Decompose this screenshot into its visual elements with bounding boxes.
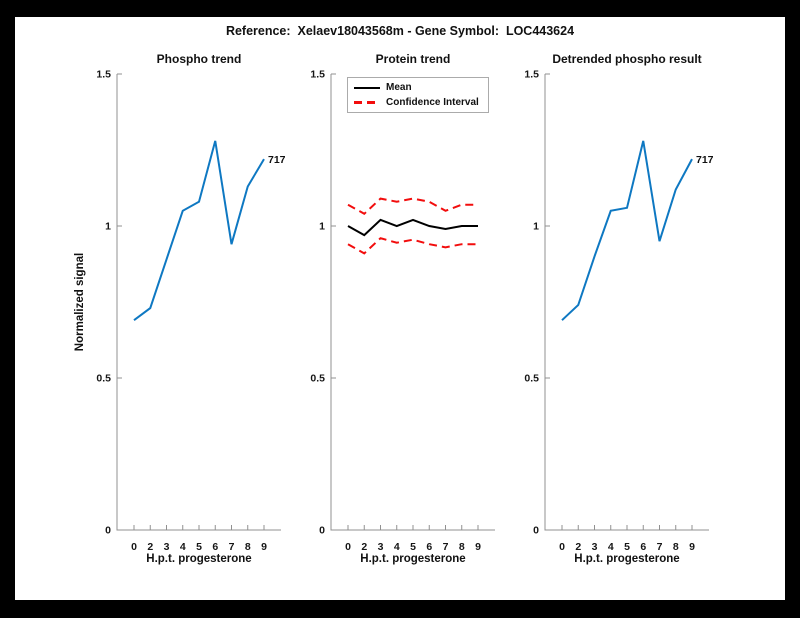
x-tick-label: 9 [689, 541, 695, 553]
series-confidence-interval-lower [347, 237, 478, 255]
subplot-protein-trend: Protein trend 0 2 3 4 5 6 7 8 9 0 0.5 1 1.5 Mean Con… [291, 44, 501, 594]
subplot-title: Phospho trend [156, 52, 242, 66]
y-tick-label: 0.5 [524, 373, 539, 385]
series-phospho-717 [133, 140, 265, 322]
x-tick-label: 3 [378, 541, 384, 553]
subplot-phospho-trend: Phospho trend 0 2 3 4 5 6 7 8 9 0 0.5 1 1.5 717 H.p.… [77, 44, 287, 594]
y-tick-label: 1 [105, 221, 111, 233]
x-tick-label: 8 [673, 541, 679, 553]
x-tick-label: 8 [459, 541, 465, 553]
axes-spines [116, 74, 281, 531]
x-tick-label: 7 [443, 541, 449, 553]
x-tick-label: 7 [229, 541, 235, 553]
y-tick-label: 1.5 [96, 69, 111, 81]
series-end-label: 717 [268, 154, 286, 166]
y-tick-label: 0 [533, 525, 539, 537]
x-tick-label: 4 [394, 541, 400, 553]
axes-spines [544, 74, 709, 531]
series-confidence-interval-upper [347, 197, 478, 216]
x-tick-label: 2 [361, 541, 367, 553]
confidence-interval-line-swatch [354, 101, 380, 104]
y-tick-label: 0.5 [96, 373, 111, 385]
subplot-detrended-phospho: Detrended phospho result 0 2 3 4 5 6 7 8 9 0 0.5 1 1… [505, 44, 715, 594]
x-axis-label: H.p.t. progesterone [360, 553, 466, 565]
y-tick-label: 1.5 [524, 69, 539, 81]
x-tick-label: 3 [592, 541, 598, 553]
legend-item-mean: Mean [348, 82, 488, 94]
x-tick-label: 5 [624, 541, 630, 553]
x-tick-label: 6 [426, 541, 432, 553]
detrended-phospho-plot: 0 2 3 4 5 6 7 8 900.511.5 [524, 69, 709, 553]
x-tick-label: 0 [345, 541, 351, 553]
x-tick-label: 5 [410, 541, 416, 553]
x-axis-label: H.p.t. progesterone [574, 553, 680, 565]
x-tick-label: 4 [608, 541, 614, 553]
mean-line-swatch [354, 86, 380, 89]
subplot-title: Protein trend [375, 52, 451, 66]
y-tick-label: 1 [319, 221, 325, 233]
x-tick-label: 7 [657, 541, 663, 553]
x-tick-label: 9 [475, 541, 481, 553]
x-tick-label: 9 [261, 541, 267, 553]
y-tick-label: 1.5 [310, 69, 325, 81]
x-tick-label: 4 [180, 541, 186, 553]
x-tick-label: 2 [575, 541, 581, 553]
x-tick-label: 5 [196, 541, 202, 553]
x-tick-label: 3 [164, 541, 170, 553]
x-tick-label: 6 [212, 541, 218, 553]
y-tick-label: 1 [533, 221, 539, 233]
legend-label: Confidence Interval [386, 97, 479, 108]
series-detrended-phospho-717 [561, 140, 693, 321]
x-tick-label: 0 [131, 541, 137, 553]
y-tick-label: 0 [319, 525, 325, 537]
subplot-title: Detrended phospho result [552, 52, 702, 66]
figure-title: Reference: Xelaev18043568m - Gene Symbol… [225, 24, 575, 38]
y-tick-label: 0 [105, 525, 111, 537]
x-axis-label: H.p.t. progesterone [146, 553, 252, 565]
x-tick-label: 0 [559, 541, 565, 553]
x-tick-label: 2 [147, 541, 153, 553]
series-mean [347, 218, 478, 237]
y-tick-label: 0.5 [310, 373, 325, 385]
axes-spines [330, 74, 495, 531]
legend-box: Mean Confidence Interval [347, 77, 489, 113]
legend-item-confidence-interval: Confidence Interval [348, 97, 488, 109]
x-tick-label: 6 [640, 541, 646, 553]
phospho-trend-plot: 0 2 3 4 5 6 7 8 900.511.5 [96, 69, 281, 553]
protein-trend-plot: 0 2 3 4 5 6 7 8 900.511.5 [310, 69, 495, 553]
series-end-label: 717 [696, 154, 714, 166]
legend-label: Mean [386, 82, 412, 93]
x-tick-label: 8 [245, 541, 251, 553]
figure-canvas: Reference: Xelaev18043568m - Gene Symbol… [15, 17, 785, 600]
